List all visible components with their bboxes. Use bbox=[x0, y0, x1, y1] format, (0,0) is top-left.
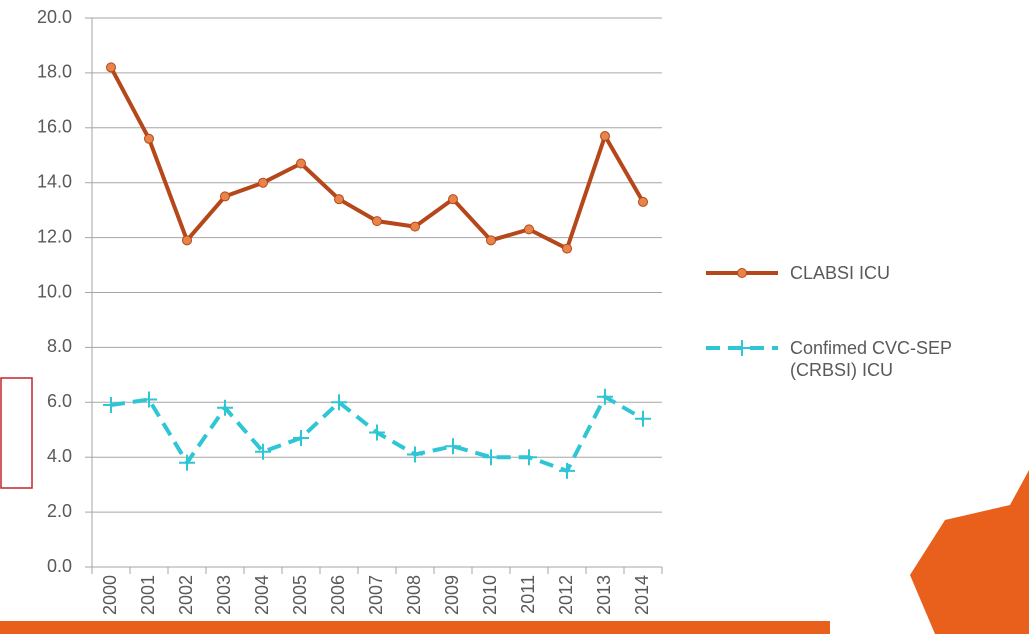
marker bbox=[331, 394, 347, 411]
marker bbox=[638, 196, 648, 207]
marker bbox=[559, 462, 575, 479]
marker bbox=[597, 388, 613, 405]
legend-label: Confimed CVC-SEP (CRBSI) ICU bbox=[790, 338, 952, 380]
y-tick-label: 10.0 bbox=[37, 281, 72, 301]
marker bbox=[103, 397, 119, 414]
x-tick-label: 2006 bbox=[328, 575, 348, 615]
x-tick-label: 2013 bbox=[594, 575, 614, 615]
y-tick-label: 4.0 bbox=[47, 446, 72, 466]
x-tick-label: 2011 bbox=[518, 575, 538, 614]
x-tick-label: 2007 bbox=[366, 575, 386, 615]
marker bbox=[106, 62, 116, 73]
x-tick-label: 2003 bbox=[214, 575, 234, 615]
marker bbox=[407, 446, 423, 463]
y-tick-label: 20.0 bbox=[37, 7, 72, 27]
x-tick-label: 2001 bbox=[138, 575, 158, 615]
y-tick-label: 16.0 bbox=[37, 117, 72, 137]
marker bbox=[600, 131, 610, 142]
y-tick-label: 2.0 bbox=[47, 501, 72, 521]
marker bbox=[562, 243, 572, 254]
marker bbox=[255, 443, 271, 460]
x-tick-label: 2004 bbox=[252, 575, 272, 615]
x-tick-label: 2010 bbox=[480, 575, 500, 615]
y-tick-label: 0.0 bbox=[47, 556, 72, 576]
x-tick-label: 2000 bbox=[100, 575, 120, 615]
decor-bar bbox=[0, 621, 830, 634]
marker bbox=[179, 454, 195, 471]
marker bbox=[182, 235, 192, 246]
marker bbox=[524, 224, 534, 235]
marker bbox=[369, 424, 385, 441]
marker bbox=[448, 194, 458, 205]
x-tick-label: 2009 bbox=[442, 575, 462, 615]
marker bbox=[483, 449, 499, 466]
marker bbox=[635, 410, 651, 427]
y-tick-label: 6.0 bbox=[47, 391, 72, 411]
x-tick-label: 2005 bbox=[290, 575, 310, 615]
marker bbox=[334, 194, 344, 205]
y-tick-label: 8.0 bbox=[47, 336, 72, 356]
marker bbox=[445, 438, 461, 455]
y-tick-label: 14.0 bbox=[37, 171, 72, 191]
marker bbox=[410, 221, 420, 232]
marker bbox=[372, 216, 382, 227]
x-tick-label: 2002 bbox=[176, 575, 196, 615]
legend-label: CLABSI ICU bbox=[790, 263, 891, 283]
marker bbox=[734, 340, 750, 356]
marker bbox=[296, 158, 306, 169]
marker bbox=[217, 399, 233, 416]
marker bbox=[737, 268, 747, 278]
y-tick-label: 18.0 bbox=[37, 62, 72, 82]
marker bbox=[486, 235, 496, 246]
y-tick-label: 12.0 bbox=[37, 226, 72, 246]
x-tick-label: 2008 bbox=[404, 575, 424, 615]
marker bbox=[141, 391, 157, 408]
marker bbox=[220, 191, 230, 202]
marker bbox=[144, 133, 154, 144]
decor-shape bbox=[910, 470, 1029, 634]
marker bbox=[258, 177, 268, 188]
marker bbox=[293, 429, 309, 446]
highlight-box bbox=[0, 377, 33, 489]
x-tick-label: 2014 bbox=[632, 575, 652, 615]
marker bbox=[521, 449, 537, 466]
x-tick-label: 2012 bbox=[556, 575, 576, 615]
